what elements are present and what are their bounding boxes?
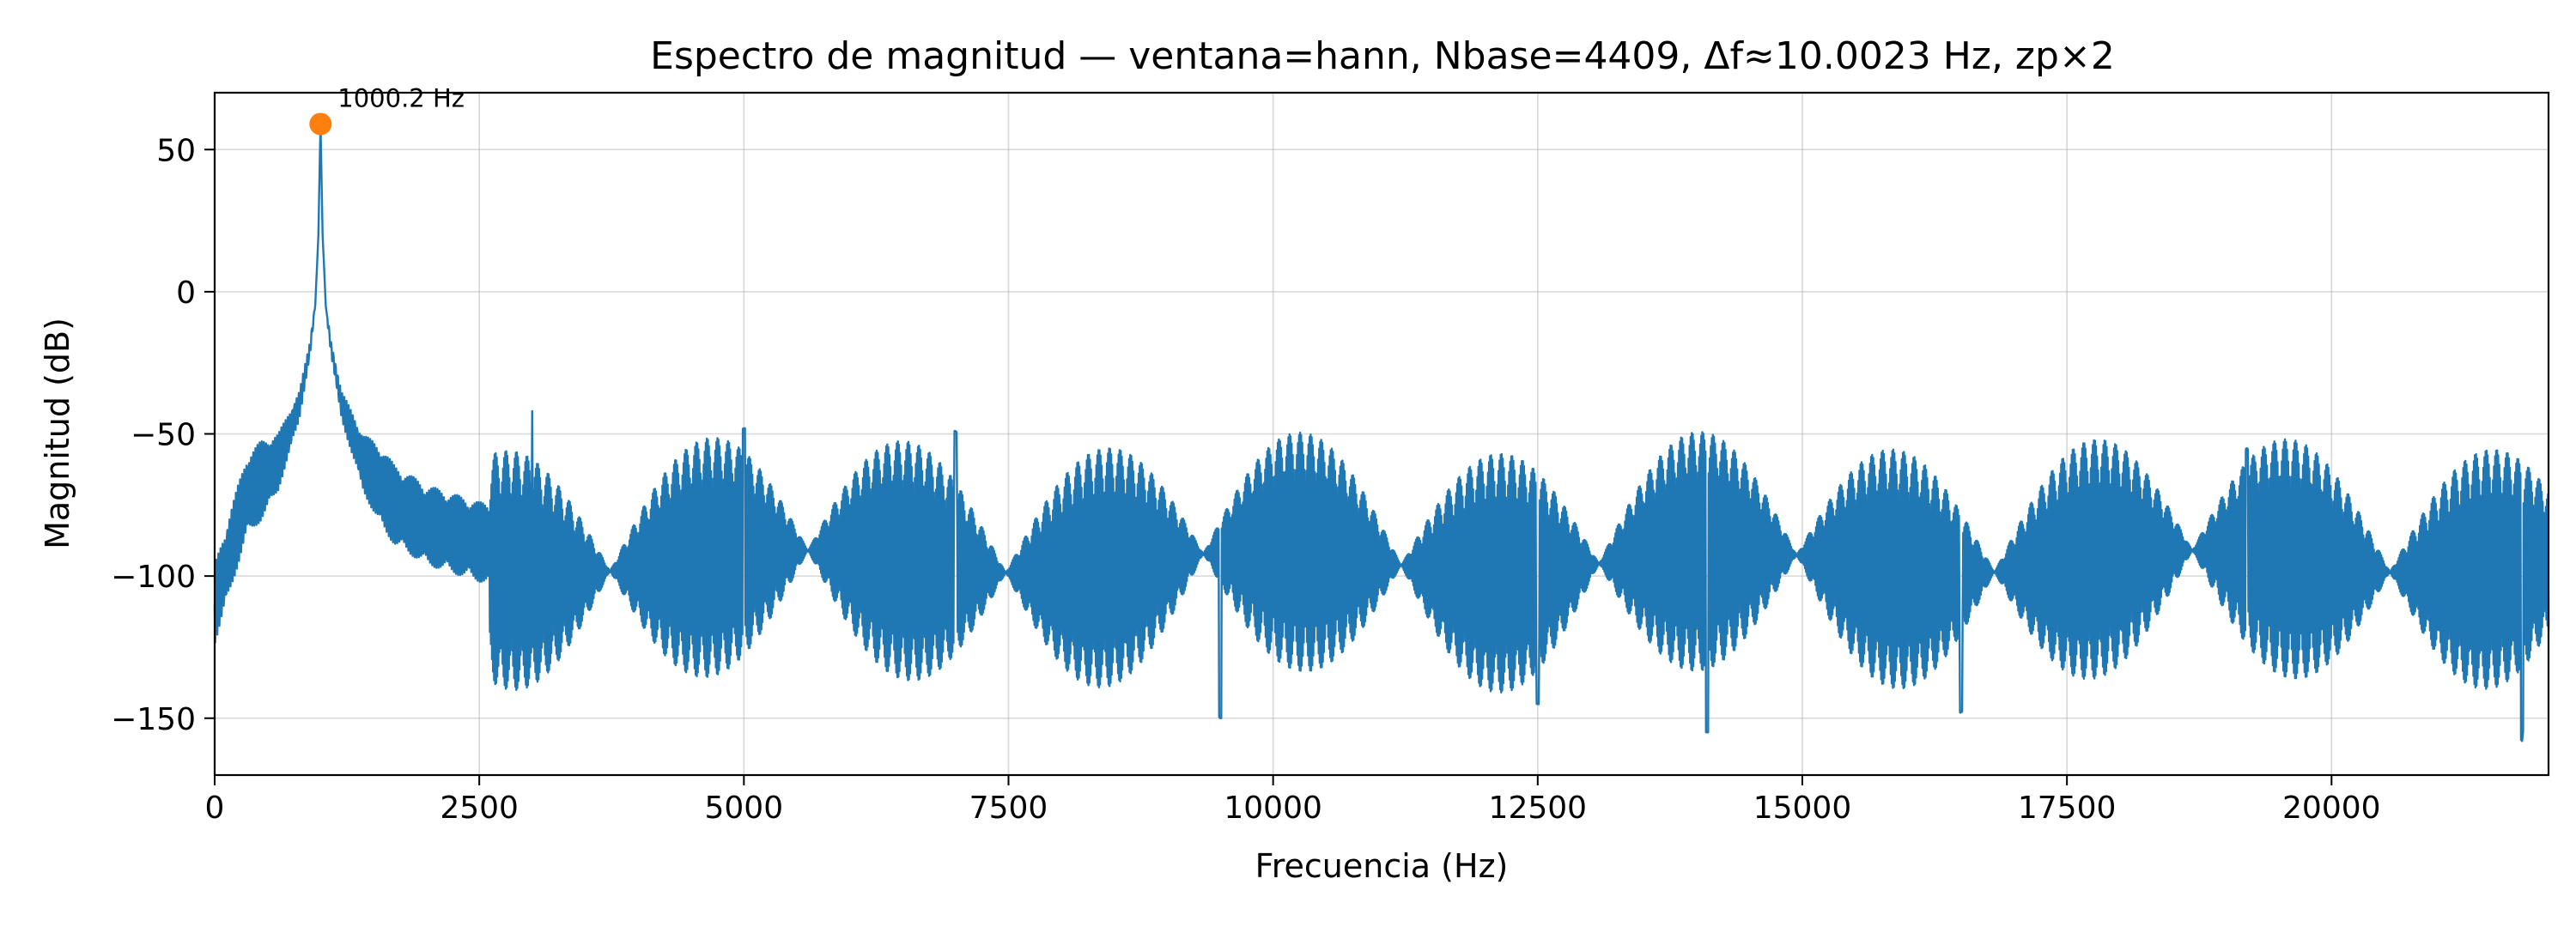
y-axis-label: Magnitud (dB) xyxy=(39,318,76,549)
y-tick-label: 50 xyxy=(156,133,196,168)
x-axis-ticks: 0 2500 5000 7500 10000 12500 15000 17500 20000 xyxy=(205,775,2381,826)
peak-marker xyxy=(309,112,332,136)
plot-area: 1000.2 Hz xyxy=(213,83,2550,742)
x-tick-label: 2500 xyxy=(440,791,519,826)
x-tick-label: 15000 xyxy=(1753,791,1852,826)
x-tick-label: 0 xyxy=(205,791,225,826)
grid xyxy=(214,93,2549,775)
x-tick-label: 10000 xyxy=(1224,791,1322,826)
y-tick-label: 0 xyxy=(176,276,196,311)
y-axis-ticks: 50 0 −50 −100 −150 xyxy=(111,133,215,737)
x-tick-label: 12500 xyxy=(1489,791,1588,826)
chart-title: Espectro de magnitud — ventana=hann, Nba… xyxy=(650,34,2115,78)
y-tick-label: −100 xyxy=(111,560,196,595)
y-tick-label: −50 xyxy=(131,418,196,453)
x-axis-label: Frecuencia (Hz) xyxy=(1255,847,1509,885)
x-tick-label: 7500 xyxy=(969,791,1048,826)
y-tick-label: −150 xyxy=(111,702,196,737)
x-tick-label: 5000 xyxy=(705,791,784,826)
peak-label: 1000.2 Hz xyxy=(337,83,465,112)
x-tick-label: 20000 xyxy=(2282,791,2381,826)
x-tick-label: 17500 xyxy=(2018,791,2117,826)
spectrum-line xyxy=(213,124,2550,742)
